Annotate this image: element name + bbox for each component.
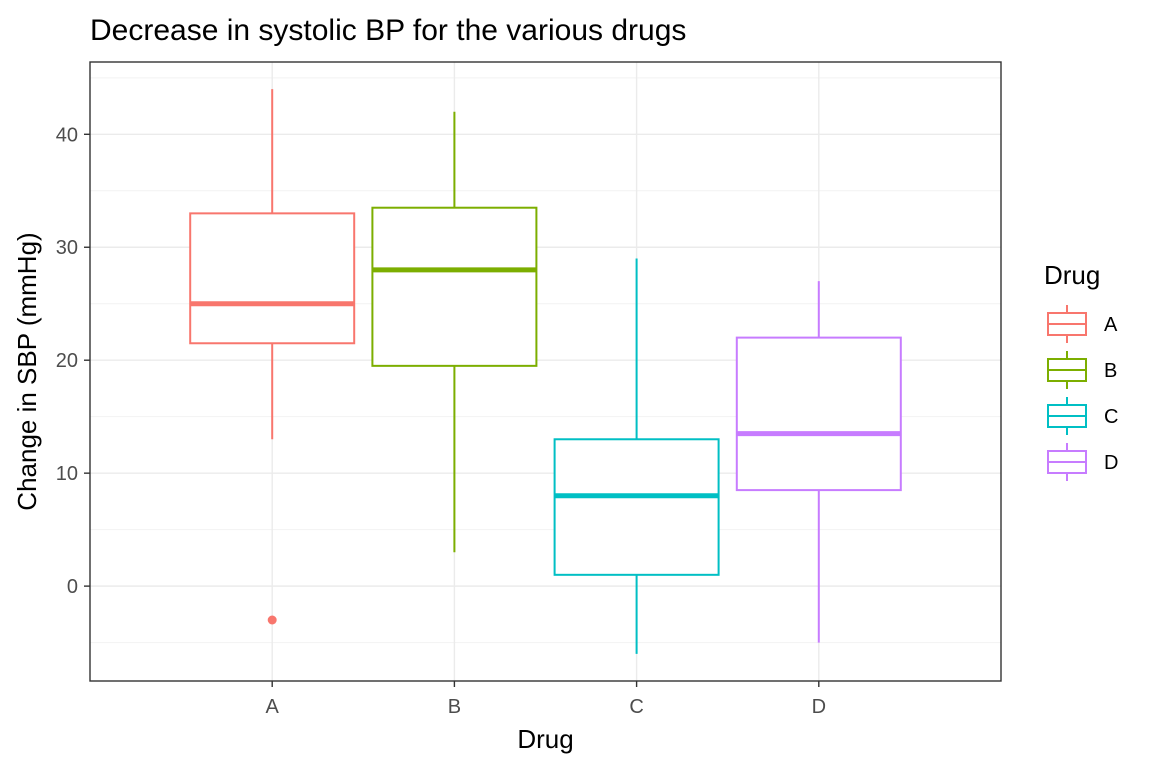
legend-key <box>1047 351 1087 389</box>
y-axis: 0 10 20 30 40 <box>56 124 90 598</box>
legend-key <box>1047 397 1087 435</box>
legend-label: A <box>1104 314 1118 336</box>
legend-items: A B C D <box>1047 305 1118 481</box>
plot-panel <box>89 61 1002 682</box>
y-tick-label: 40 <box>56 124 78 146</box>
y-axis-title: Change in SBP (mmHg) <box>12 232 42 510</box>
legend-key <box>1047 443 1087 481</box>
x-tick-label: A <box>266 696 280 718</box>
box-iqr <box>735 336 902 492</box>
x-tick-label: B <box>448 696 461 718</box>
y-tick-label: 20 <box>56 350 78 372</box>
legend-label: C <box>1104 406 1118 428</box>
box-iqr <box>189 212 356 345</box>
x-axis-title: Drug <box>517 724 573 754</box>
x-tick-label: C <box>629 696 643 718</box>
legend-label: B <box>1104 360 1117 382</box>
legend-key <box>1047 305 1087 343</box>
box-D <box>735 281 902 643</box>
legend-item-D: D <box>1047 443 1118 481</box>
legend-item-C: C <box>1047 397 1118 435</box>
chart-title: Decrease in systolic BP for the various … <box>90 14 686 47</box>
box-C <box>553 258 720 654</box>
y-tick-label: 0 <box>67 576 78 598</box>
y-tick-label: 30 <box>56 237 78 259</box>
box-iqr <box>371 206 538 367</box>
legend-item-A: A <box>1047 305 1118 343</box>
legend-item-B: B <box>1047 351 1117 389</box>
legend-title: Drug <box>1044 260 1100 290</box>
y-tick-label: 10 <box>56 463 78 485</box>
x-tick-label: D <box>812 696 826 718</box>
x-axis: A B C D <box>266 681 826 718</box>
outlier-point <box>267 615 277 625</box>
box-B <box>371 111 538 553</box>
legend-label: D <box>1104 452 1118 474</box>
plot-border <box>89 61 1002 682</box>
box-A <box>189 89 356 625</box>
legend: Drug A B C D <box>1044 260 1118 481</box>
box-iqr <box>553 438 720 576</box>
boxes <box>189 89 902 654</box>
